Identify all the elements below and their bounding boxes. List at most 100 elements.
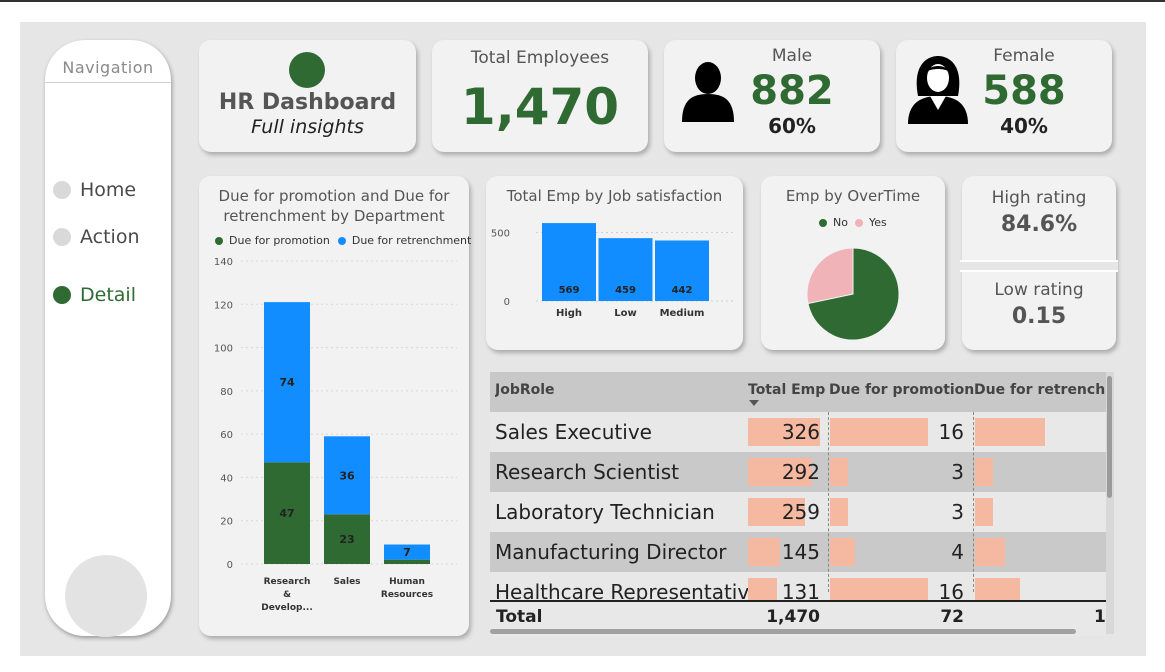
table-row[interactable]: Healthcare Representative 131 16 [490, 572, 1106, 600]
promotion-cell: 3 [951, 500, 964, 524]
legend-label: Yes [868, 216, 887, 229]
table-row[interactable]: Research Scientist 292 3 [490, 452, 1106, 492]
bar-segment[interactable] [324, 514, 370, 564]
column-divider [973, 412, 974, 592]
bar-segment[interactable] [264, 302, 310, 463]
nav-item-label: Action [80, 226, 140, 248]
header-due-promotion[interactable]: Due for promotion [829, 382, 975, 398]
total-emp-cell: 259 [781, 500, 820, 524]
department-bar-chart[interactable]: 0 20 40 60 80 100 120 140 47 74 Research & Develop..… [199, 254, 469, 634]
male-value: 882 [750, 68, 834, 114]
table-vertical-scrollbar[interactable] [1106, 372, 1114, 634]
total-emp-databar [748, 578, 777, 600]
department-chart-title-line: retrenchment by Department [223, 207, 445, 225]
total-promotion-value: 72 [940, 607, 964, 627]
dashboard-title: HR Dashboard [218, 90, 397, 115]
bar-segment[interactable] [264, 462, 310, 564]
y-tick-label: 140 [214, 257, 233, 268]
scrollbar-thumb[interactable] [1107, 376, 1112, 498]
promotion-databar [830, 578, 928, 600]
jobrole-cell: Healthcare Representative [495, 580, 762, 600]
job-satisfaction-card: Total Emp by Job satisfaction 0 500 569 Hig… [486, 176, 743, 350]
bar-data-label: 23 [339, 533, 354, 546]
table-row[interactable]: Sales Executive 326 16 [490, 412, 1106, 452]
total-emp-databar [748, 418, 820, 446]
rating-divider [960, 260, 1118, 272]
bar[interactable] [655, 240, 709, 301]
promotion-databar [830, 418, 928, 446]
female-value: 588 [982, 68, 1066, 114]
table-row[interactable]: Laboratory Technician 259 3 [490, 492, 1106, 532]
nav-item-action[interactable]: Action [53, 226, 140, 248]
total-emp-databar [748, 538, 781, 566]
nav-action-dot-icon [53, 228, 71, 246]
female-title: Female [993, 46, 1055, 66]
x-tick-label: Low [614, 308, 636, 319]
y-tick-label: 500 [491, 229, 510, 240]
x-tick-label: Human [389, 577, 425, 587]
total-emp-value: 1,470 [766, 607, 820, 627]
bar-data-label: 74 [279, 376, 295, 389]
promotion-databar [830, 538, 855, 566]
jobrole-cell: Manufacturing Director [495, 540, 727, 564]
header-total-emp[interactable]: Total Emp [748, 382, 826, 398]
dashboard-subtitle: Full insights [251, 116, 364, 138]
overtime-pie-chart[interactable] [761, 236, 945, 348]
retrenchment-databar [975, 458, 993, 486]
promotion-cell: 16 [938, 580, 964, 600]
navigation-panel: Navigation Home Action Detail [45, 40, 171, 637]
bar-segment[interactable] [324, 436, 370, 515]
bar-data-label: 36 [339, 469, 355, 482]
bar-segment[interactable] [384, 544, 430, 560]
department-chart-card: Due for promotion and Due for retrenchme… [199, 176, 471, 636]
nav-divider [45, 82, 171, 83]
high-rating-value: 84.6% [1000, 212, 1078, 237]
overtime-title: Emp by OverTime [785, 187, 921, 205]
nav-item-detail[interactable]: Detail [53, 284, 136, 306]
nav-circle-button[interactable] [65, 555, 147, 637]
pie-slice-yes[interactable] [806, 247, 854, 305]
legend-promotion-dot-icon [215, 236, 223, 245]
total-label: Total [496, 607, 543, 627]
low-rating-title: Low rating [994, 280, 1084, 300]
nav-item-home[interactable]: Home [53, 179, 136, 201]
retrenchment-databar [975, 498, 993, 526]
department-chart-legend[interactable]: Due for promotion Due for retrenchment [215, 234, 471, 247]
total-employees-value: 1,470 [460, 78, 620, 136]
y-tick-label: 0 [504, 297, 510, 308]
legend-label: Due for promotion [229, 234, 330, 247]
total-employees-card: Total Employees 1,470 [432, 40, 648, 152]
male-card: Male 882 60% [664, 40, 880, 152]
header-due-retrenchment[interactable]: Due for retrenchm [974, 382, 1106, 398]
bar-data-label: 47 [279, 507, 294, 520]
job-satisfaction-bar-chart[interactable]: 0 500 569 High 459 Low 442 Medium [486, 210, 743, 346]
male-percent: 60% [768, 114, 816, 138]
retrenchment-databar [975, 578, 1020, 600]
x-tick-label: Develop... [261, 603, 313, 613]
jobrole-cell: Laboratory Technician [495, 500, 715, 524]
department-chart-title-line: Due for promotion and Due for [218, 187, 450, 205]
total-emp-databar [748, 458, 813, 486]
total-employees-title: Total Employees [470, 48, 610, 68]
promotion-cell: 16 [938, 420, 964, 444]
top-border [0, 0, 1165, 2]
bar[interactable] [542, 223, 596, 301]
title-card: HR Dashboard Full insights [199, 40, 416, 152]
y-tick-label: 100 [214, 344, 233, 355]
promotion-cell: 4 [951, 540, 964, 564]
low-rating-value: 0.15 [1011, 304, 1067, 329]
promotion-databar [830, 498, 849, 526]
table-row[interactable]: Manufacturing Director 145 4 [490, 532, 1106, 572]
overtime-legend[interactable]: No Yes [819, 216, 887, 229]
bar-data-label: 442 [672, 285, 693, 296]
legend-label: Due for retrenchment [351, 234, 472, 247]
y-tick-label: 40 [220, 473, 233, 484]
header-jobrole[interactable]: JobRole [495, 382, 555, 398]
total-emp-cell: 292 [781, 460, 820, 484]
nav-item-label: Home [80, 179, 137, 201]
bar-segment[interactable] [384, 559, 430, 564]
y-tick-label: 60 [220, 430, 233, 441]
legend-label: No [833, 216, 848, 229]
bar[interactable] [598, 238, 653, 301]
table-horizontal-scrollbar[interactable] [490, 629, 1076, 634]
